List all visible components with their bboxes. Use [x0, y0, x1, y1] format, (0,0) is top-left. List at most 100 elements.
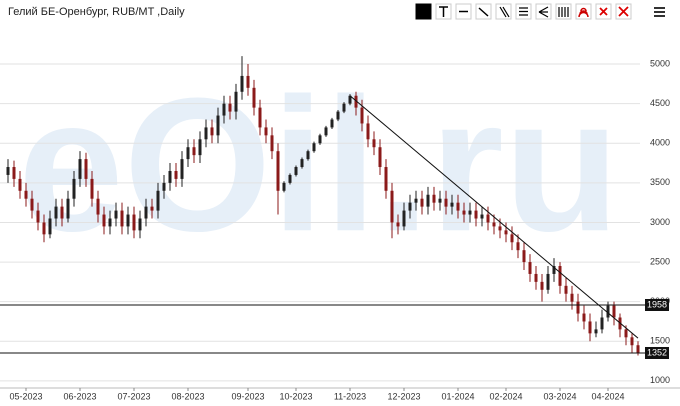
candle-body — [342, 103, 346, 112]
candle-body — [330, 119, 334, 128]
candle-body — [288, 174, 292, 183]
candle-body — [606, 305, 610, 318]
watermark: eOil.ru — [18, 59, 620, 271]
x-tick-label: 10-2023 — [279, 391, 312, 401]
candle-body — [60, 206, 64, 219]
tool-delete[interactable] — [595, 3, 612, 20]
tool-delete-all[interactable] — [615, 3, 632, 20]
candle-body — [174, 170, 178, 179]
tool-color[interactable] — [415, 3, 432, 20]
tool-trend[interactable] — [495, 3, 512, 20]
candle-body — [246, 75, 250, 88]
tool-fib-time[interactable] — [555, 3, 572, 20]
candle-body — [534, 273, 538, 282]
candle-body — [546, 273, 550, 290]
candle-body — [36, 210, 40, 223]
candle-body — [498, 226, 502, 231]
candle-body — [30, 198, 34, 211]
candle-body — [624, 329, 628, 338]
candle-body — [558, 266, 562, 286]
candle-body — [474, 210, 478, 219]
candle-body — [240, 75, 244, 92]
candle-body — [162, 182, 166, 191]
x-tick-label: 12-2023 — [387, 391, 420, 401]
candle-body — [588, 321, 592, 334]
trend-line — [349, 95, 639, 339]
candle-body — [438, 198, 442, 203]
candle-body — [468, 210, 472, 215]
candle-body — [384, 167, 388, 191]
candle-body — [198, 139, 202, 156]
y-tick-label: 1000 — [650, 375, 670, 385]
candle-body — [204, 127, 208, 140]
candle-body — [528, 262, 532, 274]
candle-body — [252, 87, 256, 108]
price-label: 1958 — [647, 299, 667, 309]
candle-body — [372, 139, 376, 148]
tool-fan[interactable] — [535, 3, 552, 20]
candle-body — [258, 107, 262, 128]
candle-body — [456, 202, 460, 211]
candle-body — [54, 206, 58, 219]
candle-body — [450, 202, 454, 207]
candle-body — [366, 123, 370, 140]
candle-body — [90, 178, 94, 199]
candle-body — [276, 151, 280, 191]
candle-body — [42, 222, 46, 235]
tool-text[interactable] — [435, 3, 452, 20]
candle-body — [612, 305, 616, 318]
candle-body — [306, 151, 310, 160]
candle-body — [324, 127, 328, 136]
candle-body — [138, 218, 142, 231]
tool-channel[interactable] — [515, 3, 532, 20]
candle-body — [78, 159, 82, 179]
x-tick-label: 01-2024 — [441, 391, 474, 401]
candle-body — [408, 202, 412, 211]
background: eOil.ru — [0, 59, 640, 382]
candle-body — [18, 178, 22, 191]
candle-body — [360, 107, 364, 124]
candle-body — [96, 198, 100, 215]
candle-body — [66, 198, 70, 219]
tool-ray[interactable] — [475, 3, 492, 20]
candle-body — [24, 190, 28, 199]
candle-body — [150, 206, 154, 211]
candle-body — [522, 250, 526, 263]
candle-body — [210, 127, 214, 136]
candle-body — [396, 222, 400, 227]
candle-body — [570, 293, 574, 302]
candle-body — [84, 159, 88, 179]
y-tick-label: 4000 — [650, 138, 670, 148]
menu-button[interactable] — [654, 7, 665, 17]
candle-body — [348, 95, 352, 104]
y-tick-label: 3000 — [650, 217, 670, 227]
y-tick-label: 5000 — [650, 58, 670, 68]
candle-body — [192, 147, 196, 156]
candle-body — [282, 182, 286, 191]
x-tick-label: 02-2024 — [489, 391, 522, 401]
candle-body — [48, 218, 52, 235]
toolbar — [415, 3, 665, 20]
candle-body — [168, 170, 172, 183]
tool-hline[interactable] — [455, 3, 472, 20]
price-label-box — [645, 346, 669, 359]
candle-body — [180, 159, 184, 179]
x-tick-label: 11-2023 — [334, 391, 366, 401]
candle-body — [378, 147, 382, 168]
candle-body — [312, 143, 316, 152]
candle-body — [186, 147, 190, 160]
candle-body — [504, 230, 508, 235]
y-tick-label: 2500 — [650, 256, 670, 266]
candle-body — [390, 190, 394, 223]
candle-body — [336, 111, 340, 120]
candle-body — [228, 103, 232, 112]
x-tick-label: 08-2023 — [171, 391, 204, 401]
tool-arc[interactable] — [575, 3, 592, 20]
candle-body — [564, 285, 568, 294]
candle-body — [402, 210, 406, 227]
candle-body — [510, 234, 514, 243]
y-tick-label: 3500 — [650, 177, 670, 187]
candle-body — [432, 194, 436, 203]
